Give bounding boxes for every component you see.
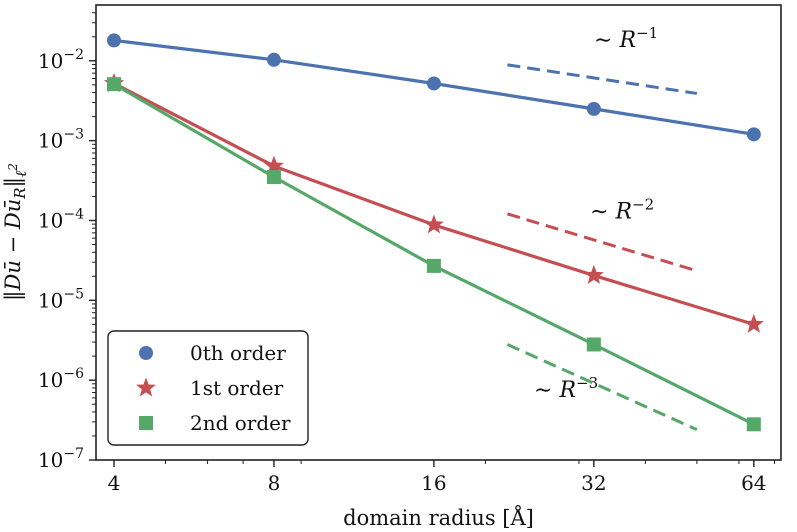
y-tick-label-2: 10−5 xyxy=(38,286,84,312)
y-axis-ticks: 10−7 10−6 10−5 10−4 10−3 10−2 xyxy=(38,12,96,472)
legend-label-1: 1st order xyxy=(190,376,284,400)
y-axis-label: ‖Dū − DūR‖ℓ2 xyxy=(1,163,30,301)
series-1-point-1 xyxy=(263,155,284,175)
series-1-point-2 xyxy=(423,214,444,234)
x-tick-label-0: 4 xyxy=(108,471,121,495)
x-axis-label: domain radius [Å] xyxy=(343,505,534,530)
legend-marker-0 xyxy=(139,346,153,360)
legend-marker-1 xyxy=(136,377,156,397)
series-0-point-0 xyxy=(106,33,121,48)
x-axis-ticks: 4 8 16 32 64 xyxy=(108,460,775,495)
series-2-point-3 xyxy=(586,337,601,352)
legend-item-1: 1st order xyxy=(136,376,284,400)
reference-label-0: ∼ R−1 xyxy=(594,24,658,53)
series-0-point-4 xyxy=(746,127,761,142)
series-1-point-4 xyxy=(743,313,764,333)
y-tick-label-4: 10−3 xyxy=(38,127,84,153)
legend-label-2: 2nd order xyxy=(190,411,291,435)
x-tick-label-4: 64 xyxy=(741,471,766,495)
series-2-point-1 xyxy=(266,170,281,185)
legend-item-0: 0th order xyxy=(139,341,286,365)
series-2 xyxy=(106,77,761,432)
reference-line-2 xyxy=(506,343,698,432)
legend-frame xyxy=(107,330,309,446)
reference-label-2: ∼ R−3 xyxy=(534,374,598,403)
legend: 0th order 1st order 2nd order xyxy=(107,330,309,446)
legend-item-2: 2nd order xyxy=(139,411,291,435)
reference-annotations: ∼ R−1 ∼ R−2 ∼ R−3 xyxy=(534,24,658,403)
series-1-point-3 xyxy=(583,264,604,284)
reference-label-1: ∼ R−2 xyxy=(590,195,654,224)
series-2-point-0 xyxy=(106,77,121,92)
series-0-point-1 xyxy=(266,52,281,67)
data-series xyxy=(104,33,764,432)
y-tick-label-0: 10−7 xyxy=(38,446,84,472)
y-tick-label-5: 10−2 xyxy=(38,47,84,73)
legend-marker-2 xyxy=(139,416,153,430)
svg-text:‖Dū − DūR‖ℓ2: ‖Dū − DūR‖ℓ2 xyxy=(1,163,30,301)
reference-line-1 xyxy=(506,212,698,273)
reference-line-0 xyxy=(507,63,698,95)
series-1 xyxy=(104,72,764,333)
series-2-point-2 xyxy=(426,258,441,273)
y-tick-label-1: 10−6 xyxy=(38,366,84,392)
series-0-point-3 xyxy=(586,101,601,116)
reference-lines xyxy=(506,63,698,432)
legend-label-0: 0th order xyxy=(190,341,286,365)
x-tick-label-1: 8 xyxy=(268,471,281,495)
series-2-point-4 xyxy=(746,417,761,432)
x-tick-label-2: 16 xyxy=(421,471,446,495)
y-tick-label-3: 10−4 xyxy=(38,206,84,232)
series-0-point-2 xyxy=(426,76,441,91)
series-0 xyxy=(106,33,761,142)
x-tick-label-3: 32 xyxy=(581,471,606,495)
